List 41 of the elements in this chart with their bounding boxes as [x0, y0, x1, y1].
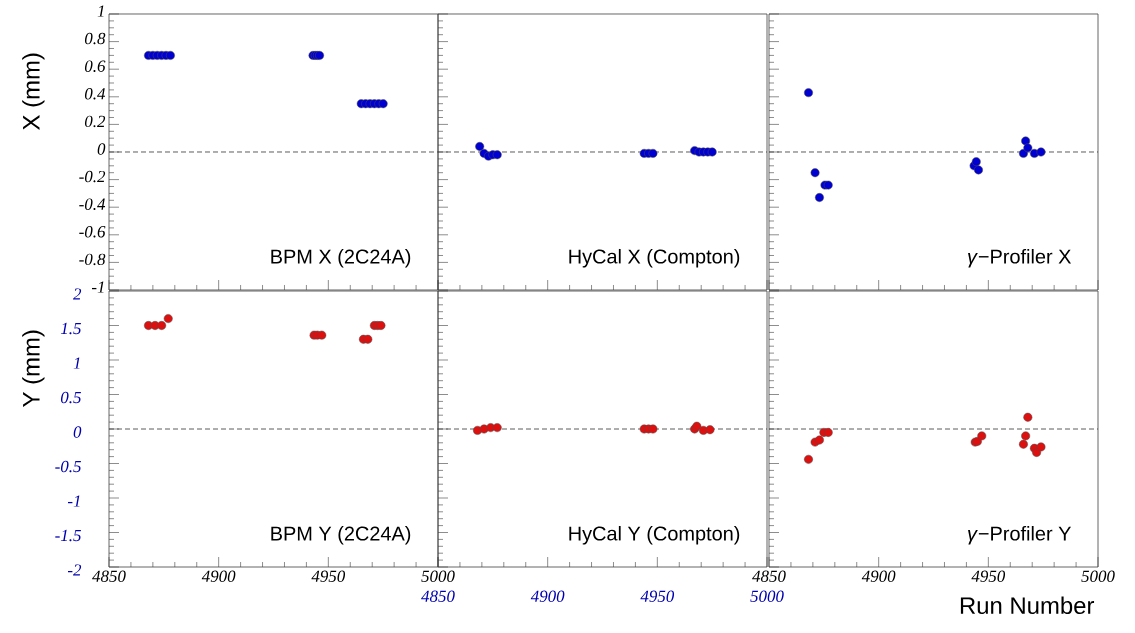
x-tick-label: 4950	[311, 570, 346, 582]
annotation: BPM X (2C24A)	[271, 248, 411, 268]
y-tick-label: 0	[73, 426, 82, 438]
x-tick-label: 4950	[640, 590, 675, 602]
x-tick-label: 5000	[421, 570, 455, 582]
y-tick-label: 0.5	[60, 391, 81, 404]
y-tick-label: 0.6	[84, 60, 106, 72]
x-tick-label: 4950	[971, 570, 1006, 582]
y-tick-label: 0	[97, 143, 106, 155]
x-tick-label: 5000	[1081, 570, 1115, 582]
x-tick-label: 4850	[421, 590, 455, 602]
y-tick-label: 0.4	[84, 88, 106, 100]
x-tick-label: 4850	[752, 570, 786, 582]
y-tick-label: -0.6	[79, 226, 106, 238]
y-tick-label: -0.2	[79, 170, 106, 183]
x-tick-label: 4900	[201, 570, 236, 582]
y-tick-label: -2	[68, 564, 82, 576]
y-tick-label: -0.5	[55, 460, 81, 473]
y-tick-label: -1	[68, 495, 80, 507]
y-tick-label: 0.2	[84, 115, 106, 128]
y-tick-label: 2	[73, 288, 82, 300]
y-tick-label: 1	[73, 357, 80, 369]
y-axis-title: Y (mm)	[22, 330, 45, 407]
x-axis-title: Run Number	[960, 596, 1095, 615]
x-tick-label: 4900	[530, 590, 565, 602]
x-tick-label: 4850	[92, 570, 126, 582]
y-tick-label: 1.5	[60, 322, 81, 335]
x-tick-label: 5000	[750, 590, 784, 602]
y-tick-label: 1	[97, 5, 104, 17]
annotation: HyCal X (Compton)	[569, 248, 740, 268]
y-tick-label: -1.5	[55, 529, 81, 542]
y-axis-title: X (mm)	[22, 53, 45, 130]
y-tick-label: 0.8	[84, 32, 106, 45]
annotation: γ−Profiler X	[968, 248, 1072, 268]
y-tick-label: -0.4	[79, 198, 106, 210]
y-tick-label: -1	[92, 281, 104, 293]
annotation: γ−Profiler Y	[968, 525, 1071, 545]
y-tick-label: -0.8	[79, 253, 106, 266]
annotation: BPM Y (2C24A)	[271, 525, 411, 545]
x-tick-label: 4900	[861, 570, 896, 582]
annotation: HyCal Y (Compton)	[569, 525, 740, 545]
